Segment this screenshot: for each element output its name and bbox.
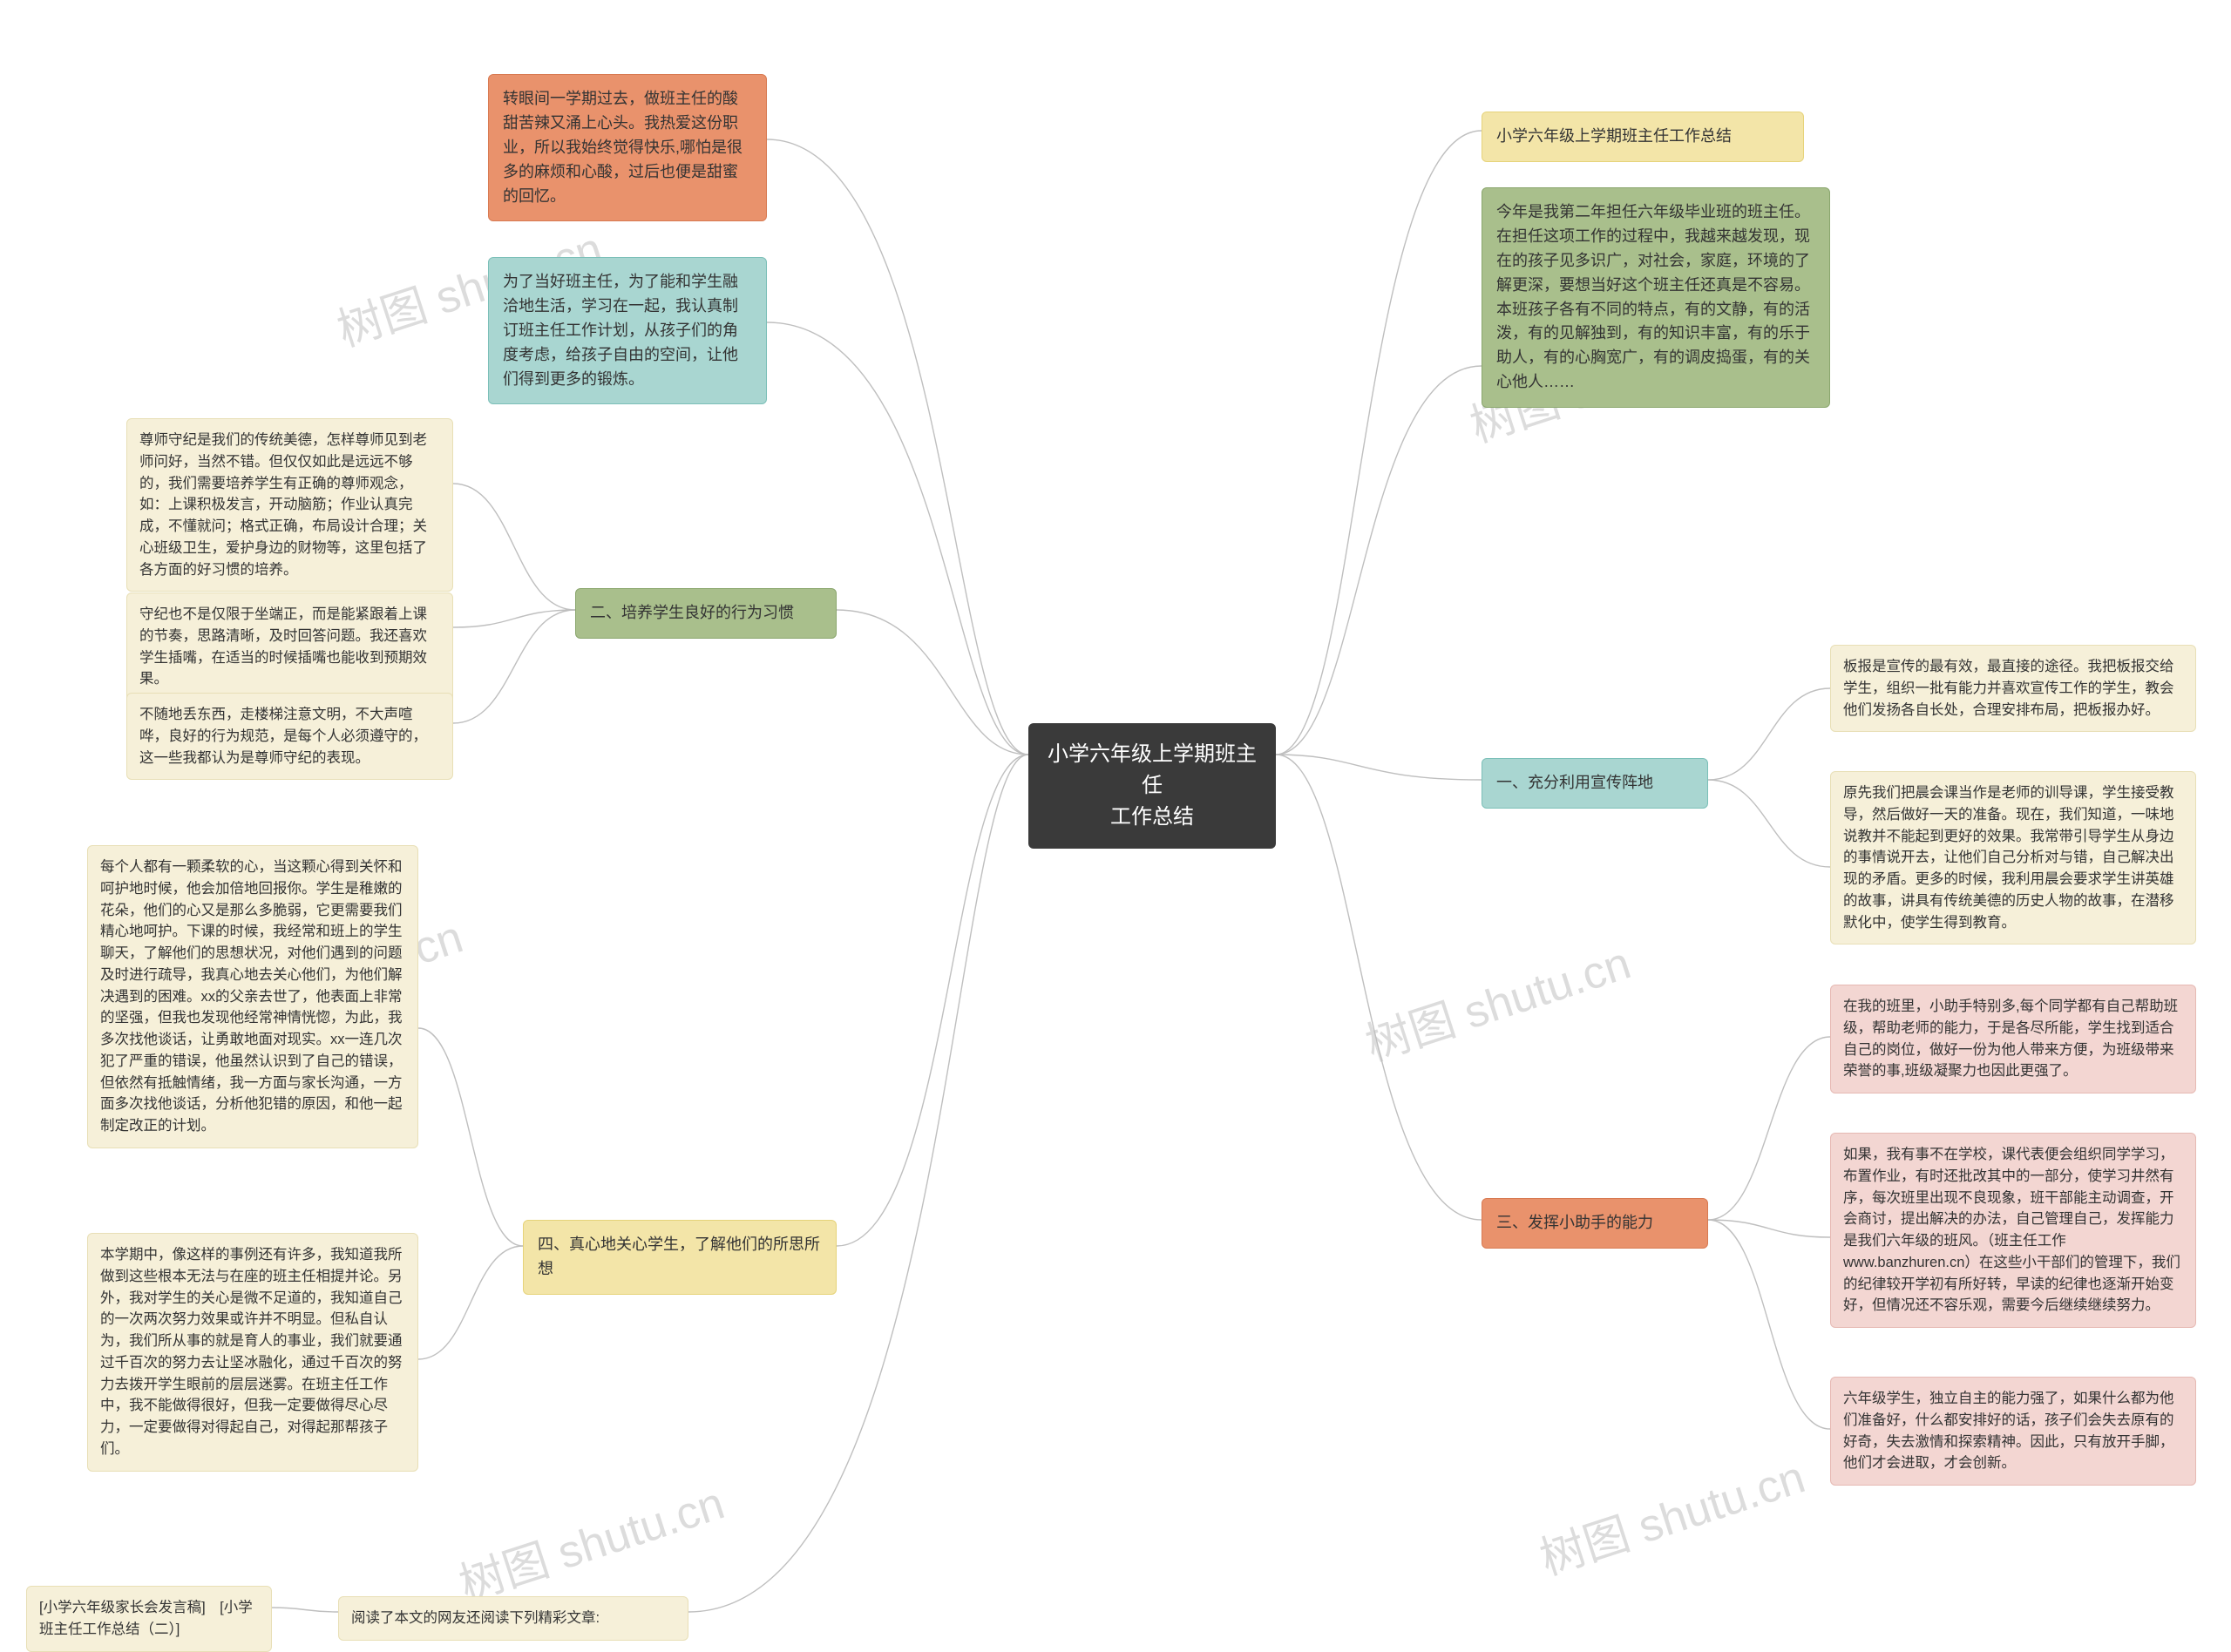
l2-child-0: 尊师守纪是我们的传统美德，怎样尊师见到老师问好，当然不错。但仅仅如此是远远不够的… xyxy=(126,418,453,592)
l4-child-0: 每个人都有一颗柔软的心，当这颗心得到关怀和呵护地时候，他会加倍地回报你。学生是稚… xyxy=(87,845,418,1148)
watermark: 树图 shutu.cn xyxy=(450,1466,731,1614)
l4-child-1: 本学期中，像这样的事例还有许多，我知道我所做到这些根本无法与在座的班主任相提并论… xyxy=(87,1233,418,1472)
center-text: 小学六年级上学期班主任 工作总结 xyxy=(1048,742,1257,829)
watermark: 树图 shutu.cn xyxy=(1356,926,1638,1073)
r1-child-1: 原先我们把晨会课当作是老师的训导课，学生接受教导，然后做好一天的准备。现在，我们… xyxy=(1830,771,2196,944)
branch-l2: 二、培养学生良好的行为习惯 xyxy=(575,588,837,639)
l2-child-2: 不随地丢东西，走楼梯注意文明，不大声喧哗，良好的行为规范，是每个人必须遵守的，这… xyxy=(126,693,453,780)
l2-child-2-text: 不随地丢东西，走楼梯注意文明，不大声喧哗，良好的行为规范，是每个人必须遵守的，这… xyxy=(139,707,427,766)
r3-child-0-text: 在我的班里，小助手特别多,每个同学都有自己帮助班级，帮助老师的能力，于是各尽所能… xyxy=(1843,999,2178,1079)
branch-r1-label: 一、充分利用宣传阵地 xyxy=(1496,774,1653,791)
l2-child-0-text: 尊师守纪是我们的传统美德，怎样尊师见到老师问好，当然不错。但仅仅如此是远远不够的… xyxy=(139,432,427,578)
footer-2: 阅读了本文的网友还阅读下列精彩文章: xyxy=(338,1596,688,1641)
r1-child-0-text: 板报是宣传的最有效，最直接的途径。我把板报交给学生，组织一批有能力并喜欢宣传工作… xyxy=(1843,659,2174,718)
left-top1-text: 转眼间一学期过去，做班主任的酸甜苦辣又涌上心头。我热爱这份职业，所以我始终觉得快… xyxy=(503,90,743,205)
right-intro: 今年是我第二年担任六年级毕业班的班主任。在担任这项工作的过程中，我越来越发现，现… xyxy=(1482,187,1830,408)
r1-child-1-text: 原先我们把晨会课当作是老师的训导课，学生接受教导，然后做好一天的准备。现在，我们… xyxy=(1843,785,2174,931)
l2-child-1-text: 守纪也不是仅限于坐端正，而是能紧跟着上课的节奏，思路清晰，及时回答问题。我还喜欢… xyxy=(139,606,427,687)
right-title: 小学六年级上学期班主任工作总结 xyxy=(1482,112,1804,162)
r3-child-1-text: 如果，我有事不在学校，课代表便会组织同学学习，布置作业，有时还批改其中的一部分，… xyxy=(1843,1147,2180,1313)
branch-r3-label: 三、发挥小助手的能力 xyxy=(1496,1214,1653,1231)
left-top1: 转眼间一学期过去，做班主任的酸甜苦辣又涌上心头。我热爱这份职业，所以我始终觉得快… xyxy=(488,74,767,221)
branch-l2-label: 二、培养学生良好的行为习惯 xyxy=(590,604,794,621)
branch-r1: 一、充分利用宣传阵地 xyxy=(1482,758,1708,809)
left-top2: 为了当好班主任，为了能和学生融洽地生活，学习在一起，我认真制订班主任工作计划，从… xyxy=(488,257,767,404)
branch-l4-label: 四、真心地关心学生，了解他们的所思所想 xyxy=(538,1236,820,1277)
l2-child-1: 守纪也不是仅限于坐端正，而是能紧跟着上课的节奏，思路清晰，及时回答问题。我还喜欢… xyxy=(126,592,453,701)
r3-child-2-text: 六年级学生，独立自主的能力强了，如果什么都为他们准备好，什么都安排好的话，孩子们… xyxy=(1843,1391,2174,1471)
left-top2-text: 为了当好班主任，为了能和学生融洽地生活，学习在一起，我认真制订班主任工作计划，从… xyxy=(503,273,738,388)
center-node: 小学六年级上学期班主任 工作总结 xyxy=(1028,723,1276,849)
branch-r3: 三、发挥小助手的能力 xyxy=(1482,1198,1708,1249)
footer-1: [小学六年级家长会发言稿] [小学班主任工作总结（二）] xyxy=(26,1586,272,1652)
l4-child-0-text: 每个人都有一颗柔软的心，当这颗心得到关怀和呵护地时候，他会加倍地回报你。学生是稚… xyxy=(100,859,403,1134)
watermark: 树图 shutu.cn xyxy=(1530,1440,1812,1588)
l4-child-1-text: 本学期中，像这样的事例还有许多，我知道我所做到这些根本无法与在座的班主任相提并论… xyxy=(100,1247,403,1457)
footer-1-text: [小学六年级家长会发言稿] [小学班主任工作总结（二）] xyxy=(39,1600,253,1637)
branch-l4: 四、真心地关心学生，了解他们的所思所想 xyxy=(523,1220,837,1295)
r3-child-1: 如果，我有事不在学校，课代表便会组织同学学习，布置作业，有时还批改其中的一部分，… xyxy=(1830,1133,2196,1328)
r3-child-2: 六年级学生，独立自主的能力强了，如果什么都为他们准备好，什么都安排好的话，孩子们… xyxy=(1830,1377,2196,1486)
right-title-text: 小学六年级上学期班主任工作总结 xyxy=(1496,127,1732,145)
r3-child-0: 在我的班里，小助手特别多,每个同学都有自己帮助班级，帮助老师的能力，于是各尽所能… xyxy=(1830,985,2196,1093)
footer-2-text: 阅读了本文的网友还阅读下列精彩文章: xyxy=(351,1610,600,1626)
right-intro-text: 今年是我第二年担任六年级毕业班的班主任。在担任这项工作的过程中，我越来越发现，现… xyxy=(1496,203,1810,390)
r1-child-0: 板报是宣传的最有效，最直接的途径。我把板报交给学生，组织一批有能力并喜欢宣传工作… xyxy=(1830,645,2196,732)
